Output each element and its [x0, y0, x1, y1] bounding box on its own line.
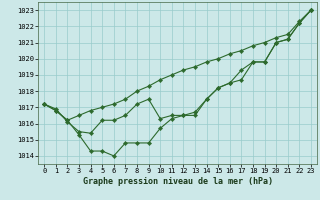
X-axis label: Graphe pression niveau de la mer (hPa): Graphe pression niveau de la mer (hPa) — [83, 177, 273, 186]
